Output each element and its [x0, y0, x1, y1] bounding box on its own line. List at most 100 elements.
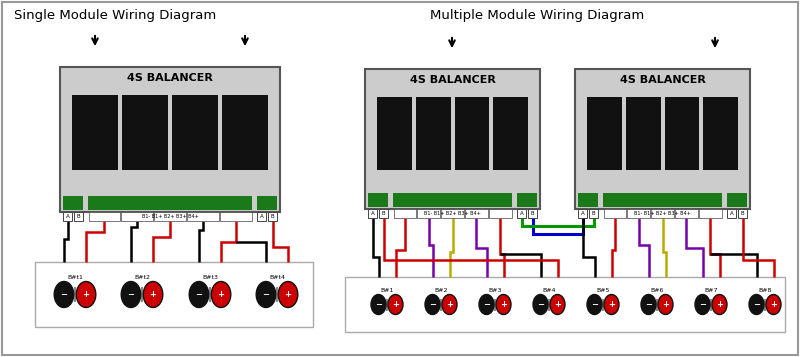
Ellipse shape: [122, 282, 141, 307]
Text: B#7: B#7: [704, 288, 718, 293]
Text: B#t2: B#t2: [134, 275, 150, 280]
Text: A: A: [370, 211, 374, 216]
Bar: [365, 69, 540, 209]
Bar: [63, 212, 72, 221]
Text: −: −: [127, 290, 134, 299]
Text: A: A: [66, 214, 70, 219]
Text: +: +: [662, 300, 669, 309]
Bar: [454, 97, 490, 170]
Bar: [589, 209, 598, 218]
Bar: [377, 97, 412, 170]
Bar: [489, 209, 511, 218]
Text: +: +: [392, 300, 399, 309]
Ellipse shape: [256, 282, 276, 307]
Bar: [72, 95, 118, 170]
Bar: [602, 298, 604, 311]
Text: −: −: [483, 300, 490, 309]
Bar: [651, 209, 674, 218]
Text: +: +: [285, 290, 291, 299]
Text: −: −: [753, 300, 760, 309]
Bar: [517, 209, 526, 218]
Text: B: B: [741, 211, 744, 216]
Ellipse shape: [550, 295, 565, 315]
Text: −: −: [195, 290, 202, 299]
Bar: [122, 212, 153, 221]
Ellipse shape: [766, 295, 781, 315]
Text: Multiple Module Wiring Diagram: Multiple Module Wiring Diagram: [430, 9, 644, 22]
Bar: [394, 209, 416, 218]
Text: B1- B1+ B2+ B3+ B4+: B1- B1+ B2+ B3+ B4+: [634, 211, 691, 216]
Ellipse shape: [641, 295, 656, 315]
Bar: [222, 95, 268, 170]
Bar: [517, 193, 537, 207]
Ellipse shape: [695, 295, 710, 315]
Ellipse shape: [479, 295, 494, 315]
Ellipse shape: [388, 295, 403, 315]
Ellipse shape: [76, 282, 96, 307]
Ellipse shape: [143, 282, 163, 307]
Bar: [74, 287, 76, 302]
Ellipse shape: [442, 295, 457, 315]
Bar: [257, 196, 277, 210]
Text: −: −: [591, 300, 598, 309]
Text: 4S BALANCER: 4S BALANCER: [127, 73, 213, 83]
Bar: [35, 262, 313, 327]
Bar: [627, 209, 650, 218]
Bar: [703, 97, 738, 170]
Bar: [665, 97, 699, 170]
Bar: [441, 209, 464, 218]
Bar: [368, 193, 388, 207]
Text: −: −: [537, 300, 544, 309]
Ellipse shape: [496, 295, 511, 315]
Text: B1- B1+ B2+ B3+ B4+: B1- B1+ B2+ B3+ B4+: [424, 211, 481, 216]
Text: B#6: B#6: [650, 288, 664, 293]
Bar: [675, 209, 698, 218]
Bar: [738, 209, 747, 218]
Text: B#8: B#8: [758, 288, 772, 293]
Ellipse shape: [712, 295, 727, 315]
Ellipse shape: [189, 282, 209, 307]
Text: −: −: [429, 300, 436, 309]
Bar: [220, 212, 251, 221]
Text: +: +: [608, 300, 615, 309]
Text: B#5: B#5: [596, 288, 610, 293]
Bar: [494, 298, 496, 311]
Bar: [440, 298, 442, 311]
Ellipse shape: [587, 295, 602, 315]
Bar: [418, 209, 440, 218]
Bar: [172, 95, 218, 170]
Text: −: −: [645, 300, 652, 309]
Text: A: A: [581, 211, 584, 216]
Text: B#t4: B#t4: [269, 275, 285, 280]
Bar: [528, 209, 537, 218]
Bar: [89, 212, 120, 221]
Text: −: −: [262, 290, 270, 299]
Bar: [578, 209, 587, 218]
Text: +: +: [716, 300, 723, 309]
Text: B#t1: B#t1: [67, 275, 83, 280]
Text: +: +: [554, 300, 561, 309]
Bar: [141, 287, 143, 302]
Bar: [698, 209, 722, 218]
Ellipse shape: [371, 295, 386, 315]
Text: B1- B1+ B2+ B3+ B4+: B1- B1+ B2+ B3+ B4+: [142, 214, 198, 219]
Bar: [187, 212, 218, 221]
Bar: [548, 298, 550, 311]
Text: B#t3: B#t3: [202, 275, 218, 280]
Ellipse shape: [211, 282, 231, 307]
Text: −: −: [375, 300, 382, 309]
Ellipse shape: [425, 295, 440, 315]
Text: 4S BALANCER: 4S BALANCER: [410, 75, 495, 85]
Text: −: −: [699, 300, 706, 309]
Text: +: +: [770, 300, 777, 309]
Bar: [60, 67, 280, 212]
Text: B: B: [530, 211, 534, 216]
Text: A: A: [260, 214, 263, 219]
Text: A: A: [730, 211, 734, 216]
Bar: [379, 209, 388, 218]
Bar: [727, 193, 747, 207]
Bar: [575, 69, 750, 209]
Ellipse shape: [749, 295, 764, 315]
Text: B#2: B#2: [434, 288, 448, 293]
Bar: [154, 212, 186, 221]
